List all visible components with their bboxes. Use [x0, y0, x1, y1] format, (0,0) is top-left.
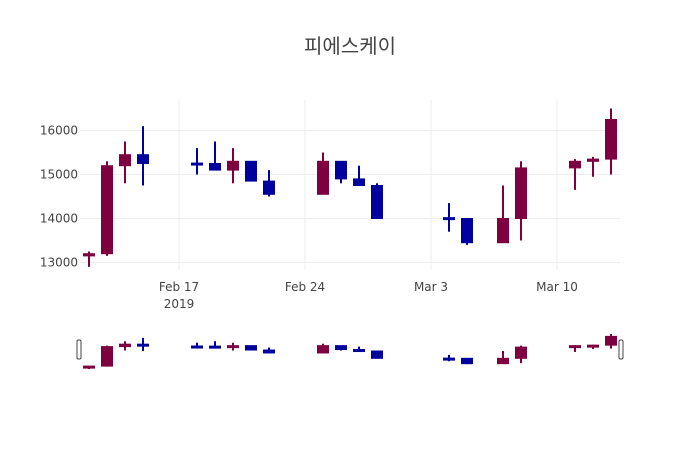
candle	[245, 160, 257, 182]
candle	[119, 141, 131, 184]
x-tick-sublabel: 2019	[164, 297, 195, 311]
candle	[515, 345, 527, 364]
candle	[209, 341, 221, 349]
range-slider-left-handle[interactable]	[76, 339, 82, 360]
candle	[137, 337, 149, 351]
range-slider-right-handle[interactable]	[618, 339, 624, 360]
candle	[587, 156, 599, 177]
candle	[461, 218, 473, 245]
candle	[101, 161, 113, 256]
gridlines	[80, 100, 620, 270]
candle	[587, 344, 599, 350]
y-tick-label: 16000	[40, 124, 78, 138]
candle	[101, 345, 113, 367]
y-tick-label: 14000	[40, 212, 78, 226]
candle	[119, 341, 131, 351]
y-axis: 13000 14000 15000 16000	[40, 124, 78, 270]
candle	[443, 203, 455, 232]
candle	[263, 170, 275, 197]
candle	[443, 354, 455, 362]
x-tick-label: Mar 10	[536, 280, 578, 294]
candle	[317, 152, 329, 195]
y-tick-label: 15000	[40, 168, 78, 182]
candle	[371, 350, 383, 359]
y-tick-label: 13000	[40, 256, 78, 270]
candle	[263, 347, 275, 354]
candle	[353, 346, 365, 353]
candle	[209, 141, 221, 171]
candles-main	[83, 108, 617, 267]
range-slider[interactable]	[76, 333, 624, 370]
candle	[353, 165, 365, 186]
candle	[461, 357, 473, 365]
x-tick-label: Feb 17	[159, 280, 199, 294]
candle	[227, 342, 239, 351]
candle	[605, 108, 617, 175]
candle	[137, 126, 149, 186]
candle	[191, 342, 203, 349]
candle	[515, 161, 527, 241]
x-axis: Feb 17 2019 Feb 24 Mar 3 Mar 10	[159, 280, 578, 311]
candle	[335, 345, 347, 351]
chart-title: 피에스케이	[304, 34, 396, 58]
candle	[83, 251, 95, 267]
candle	[605, 333, 617, 349]
candle	[569, 345, 581, 352]
candle	[371, 183, 383, 219]
candle	[191, 148, 203, 175]
candle	[497, 351, 509, 365]
candle	[227, 148, 239, 184]
x-tick-label: Feb 24	[285, 280, 325, 294]
candle	[245, 345, 257, 351]
candle	[83, 365, 95, 370]
candle	[497, 185, 509, 244]
x-tick-label: Mar 3	[414, 280, 448, 294]
candle	[317, 343, 329, 354]
candle	[335, 160, 347, 184]
candle	[569, 159, 581, 190]
